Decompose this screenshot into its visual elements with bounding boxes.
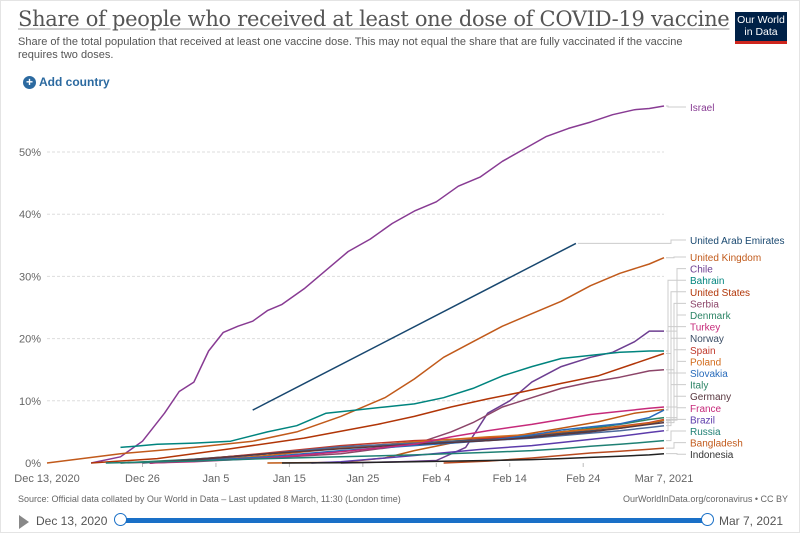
y-tick-label: 50%	[19, 147, 41, 159]
x-tick-label: Dec 26	[125, 473, 160, 485]
y-tick-label: 40%	[19, 209, 41, 221]
series-line-israel[interactable]	[90, 105, 665, 464]
timeline: Dec 13, 2020 Mar 7, 2021	[0, 511, 800, 531]
label-connector	[577, 239, 686, 244]
series-label-russia[interactable]: Russia	[690, 427, 721, 438]
series-label-germany[interactable]: Germany	[690, 392, 731, 403]
series-line-russia[interactable]	[105, 439, 665, 464]
source-note: Source: Official data collated by Our Wo…	[18, 494, 401, 504]
series-line-slovakia[interactable]	[149, 409, 665, 464]
series-line-chile[interactable]	[340, 330, 664, 464]
label-connector	[666, 337, 686, 422]
label-connector	[666, 279, 686, 352]
y-tick-label: 30%	[19, 271, 41, 283]
series-label-united-arab-emirates[interactable]: United Arab Emirates	[690, 236, 785, 247]
series-line-bahrain[interactable]	[120, 350, 665, 449]
add-country-button[interactable]: + Add country	[23, 75, 110, 89]
label-connector	[666, 372, 686, 411]
series-line-united-kingdom[interactable]	[46, 257, 665, 464]
x-tick-label: Feb 4	[422, 473, 450, 485]
x-tick-label: Dec 13, 2020	[14, 473, 79, 485]
label-connector	[666, 360, 686, 421]
x-tick-label: Jan 5	[202, 473, 229, 485]
label-connector	[666, 105, 686, 108]
timeline-end-label: Mar 7, 2021	[719, 514, 784, 528]
y-tick-label: 10%	[19, 396, 41, 408]
series-label-chile[interactable]: Chile	[690, 265, 713, 276]
license-link[interactable]: OurWorldInData.org/coronavirus • CC BY	[622, 494, 788, 504]
label-connector	[666, 314, 686, 419]
timeline-start-label: Dec 13, 2020	[36, 514, 108, 528]
chart-subtitle: Share of the total population that recei…	[18, 36, 683, 61]
label-connector	[666, 453, 686, 455]
chart-title[interactable]: Share of people who received at least on…	[18, 7, 730, 31]
label-connector	[666, 430, 686, 442]
line-chart: 0% 10% 20% 30% 40% 50% Dec 13, 2020 Dec 26 Jan …	[14, 103, 785, 485]
series-label-united-states[interactable]: United States	[690, 288, 750, 299]
series-line-united-arab-emirates[interactable]	[252, 242, 577, 411]
label-connector	[666, 291, 686, 355]
x-tick-label: Feb 24	[566, 473, 600, 485]
series-label-spain[interactable]: Spain	[690, 346, 716, 357]
y-tick-label: 20%	[19, 334, 41, 346]
series-label-poland[interactable]: Poland	[690, 357, 721, 368]
timeline-track[interactable]	[120, 518, 708, 523]
label-connector	[666, 442, 686, 449]
label-connector	[666, 406, 686, 409]
series-label-indonesia[interactable]: Indonesia	[690, 450, 734, 461]
x-tick-label: Feb 14	[493, 473, 527, 485]
series-line-indonesia[interactable]	[281, 452, 665, 464]
series-label-denmark[interactable]: Denmark	[690, 311, 732, 322]
timeline-start-handle[interactable]	[114, 513, 127, 526]
series-label-united-kingdom[interactable]: United Kingdom	[690, 253, 761, 264]
x-tick-label: Jan 15	[273, 473, 306, 485]
x-tick-label: Jan 25	[346, 473, 379, 485]
series-label-bangladesh[interactable]: Bangladesh	[690, 439, 743, 450]
series-label-italy[interactable]: Italy	[690, 381, 708, 392]
add-country-label: Add country	[39, 75, 110, 89]
series-label-brazil[interactable]: Brazil	[690, 415, 715, 426]
series-label-slovakia[interactable]: Slovakia	[690, 369, 728, 380]
play-icon[interactable]	[19, 515, 29, 529]
label-connector	[666, 326, 686, 411]
timeline-end-handle[interactable]	[701, 513, 714, 526]
owid-logo[interactable]: Our World in Data	[735, 12, 787, 44]
series-label-bahrain[interactable]: Bahrain	[690, 276, 724, 287]
label-connector	[666, 302, 686, 371]
series-label-turkey[interactable]: Turkey	[690, 323, 720, 334]
plus-circle-icon: +	[23, 75, 36, 89]
series-line-germany[interactable]	[149, 421, 665, 464]
series-line-united-states[interactable]	[91, 352, 665, 464]
label-connector	[666, 418, 686, 432]
series-label-norway[interactable]: Norway	[690, 334, 724, 345]
series-label-israel[interactable]: Israel	[690, 103, 714, 114]
label-connector	[666, 395, 686, 424]
series-line-brazil[interactable]	[311, 429, 665, 464]
y-tick-label: 0%	[25, 458, 41, 470]
series-label-serbia[interactable]: Serbia	[690, 299, 719, 310]
series-line-poland[interactable]	[149, 419, 665, 464]
series-label-france[interactable]: France	[690, 404, 722, 415]
x-tick-label: Mar 7, 2021	[635, 473, 694, 485]
label-connector	[666, 268, 686, 332]
label-connector	[666, 256, 686, 259]
